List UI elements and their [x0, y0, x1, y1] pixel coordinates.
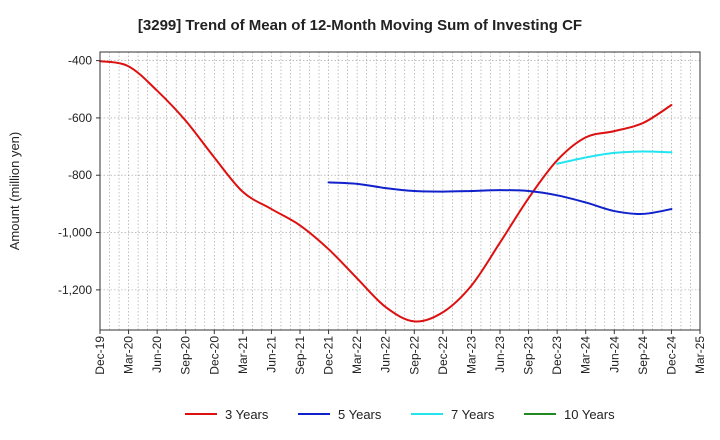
x-tick-label: Dec-20	[207, 336, 221, 375]
x-tick-label: Dec-21	[322, 336, 336, 375]
y-tick-label: -600	[68, 111, 92, 125]
x-tick-label: Mar-25	[693, 336, 707, 374]
y-axis-ticks: -400 -600 -800 -1,000 -1,200	[58, 54, 100, 297]
x-tick-label: Mar-20	[122, 336, 136, 374]
x-tick-label: Dec-19	[93, 336, 107, 375]
series-lines	[99, 60, 673, 323]
x-axis-ticks: Dec-19 Mar-20 Jun-20 Sep-20 Dec-20 Mar-21 Jun-…	[93, 330, 707, 375]
x-tick-label: Sep-24	[636, 336, 650, 375]
plot-frame	[99, 51, 701, 331]
x-tick-label: Mar-22	[350, 336, 364, 374]
series-line-5-years	[327, 181, 673, 215]
y-axis-label: Amount (million yen)	[7, 132, 22, 251]
y-tick-label: -1,200	[58, 283, 92, 297]
x-tick-label: Sep-20	[179, 336, 193, 375]
legend-label-5-years: 5 Years	[338, 407, 382, 422]
x-tick-label: Mar-23	[464, 336, 478, 374]
x-tick-label: Sep-23	[522, 336, 536, 375]
x-tick-label: Jun-20	[150, 336, 164, 373]
x-tick-label: Jun-23	[493, 336, 507, 373]
series-line-3-years	[99, 60, 673, 323]
x-tick-label: Sep-21	[293, 336, 307, 375]
chart-title: [3299] Trend of Mean of 12-Month Moving …	[138, 17, 582, 34]
series-line-7-years	[556, 150, 673, 165]
x-tick-label: Dec-23	[550, 336, 564, 375]
x-tick-label: Jun-24	[607, 336, 621, 373]
x-tick-label: Jun-21	[264, 336, 278, 373]
x-tick-label: Dec-24	[664, 336, 678, 375]
x-tick-label: Mar-21	[236, 336, 250, 374]
y-tick-label: -1,000	[58, 226, 92, 240]
x-tick-label: Dec-22	[436, 336, 450, 375]
legend-label-3-years: 3 Years	[225, 407, 269, 422]
legend-label-7-years: 7 Years	[451, 407, 495, 422]
legend: 3 Years 5 Years 7 Years 10 Years	[185, 407, 615, 422]
legend-label-10-years: 10 Years	[564, 407, 615, 422]
x-tick-label: Jun-22	[379, 336, 393, 373]
x-tick-label: Mar-24	[579, 336, 593, 374]
y-tick-label: -400	[68, 54, 92, 68]
grid	[100, 52, 700, 330]
y-tick-label: -800	[68, 168, 92, 182]
plot-area	[100, 52, 700, 330]
x-tick-label: Sep-22	[407, 336, 421, 375]
